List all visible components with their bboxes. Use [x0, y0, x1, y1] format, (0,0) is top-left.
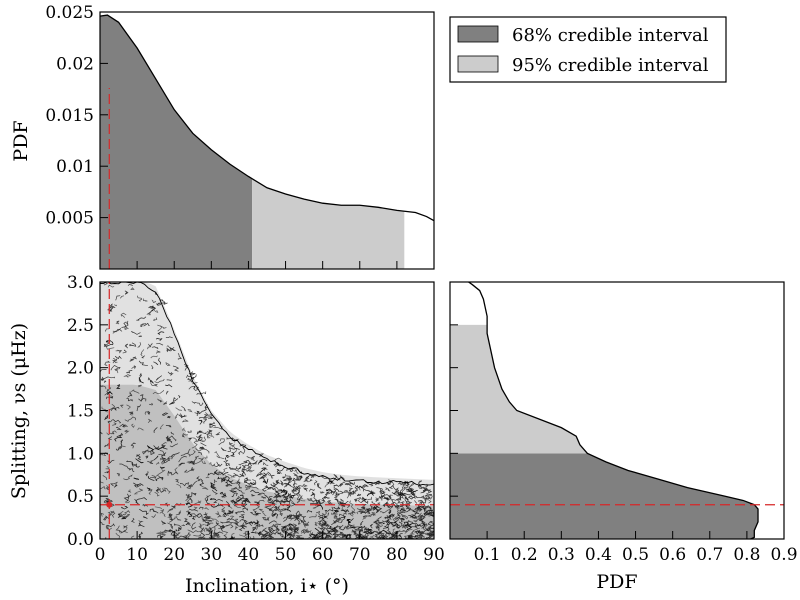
- splitting-pdf-curve: [468, 281, 759, 540]
- right-x-tick-label: 0.6: [659, 545, 686, 565]
- right-x-tick-label: 0.1: [474, 545, 501, 565]
- legend: 68% credible interval 95% credible inter…: [449, 16, 727, 83]
- top-y-tick-label: 0.005: [45, 209, 94, 229]
- main-x-tick-label: 90: [423, 545, 445, 565]
- right-x-tick-label: 0.8: [733, 545, 760, 565]
- main-y-tick-label: 1.0: [67, 444, 94, 464]
- joint-density-haze: [100, 282, 434, 539]
- right-x-tick-label: 0.5: [622, 545, 649, 565]
- legend-swatch-68: [457, 25, 499, 43]
- joint-outer-contour: [100, 282, 434, 486]
- right-x-tick-label: 0.9: [770, 545, 797, 565]
- main-x-tick-label: 40: [238, 545, 260, 565]
- panel-splitting-pdf: 0.1 0.2 0.3 0.4 0.5 0.6 0.7 0.8 0.9 PDF: [449, 281, 798, 593]
- y-axis-label-splitting: Splitting, νs (μHz): [8, 323, 30, 499]
- main-x-tick-label: 60: [312, 545, 334, 565]
- legend-label-68: 68% credible interval: [512, 25, 709, 46]
- main-x-tick-label: 0: [95, 545, 106, 565]
- main-x-tick-label: 70: [349, 545, 371, 565]
- legend-label-95: 95% credible interval: [512, 55, 709, 76]
- main-y-tick-label: 1.5: [67, 402, 94, 422]
- top-y-tick-label: 0.025: [45, 3, 94, 23]
- main-y-tick-label: 2.0: [67, 359, 94, 379]
- top-y-tick-label: 0.01: [56, 157, 94, 177]
- main-x-tick-label: 80: [386, 545, 408, 565]
- inclination-pdf-curve: [99, 14, 435, 222]
- top-y-tick-label: 0.02: [56, 54, 94, 74]
- panel-joint-distribution: 0.0 0.5 1.0 1.5 2.0 2.5 3.0 0 10 20 30 40 50 60 70 80 9…: [8, 273, 445, 597]
- panel-frame: [99, 11, 435, 270]
- main-x-tick-label: 20: [163, 545, 185, 565]
- main-y-tick-label: 2.5: [67, 316, 94, 336]
- joint-density-core: [100, 384, 434, 539]
- main-x-tick-label: 10: [126, 545, 148, 565]
- main-y-tick-label: 0.0: [67, 530, 94, 550]
- panel-frame: [99, 281, 435, 540]
- top-y-tick-label: 0.015: [45, 106, 94, 126]
- main-x-tick-label: 50: [275, 545, 297, 565]
- legend-swatch-95: [457, 55, 499, 73]
- right-x-tick-label: 0.3: [548, 545, 575, 565]
- right-x-tick-label: 0.4: [585, 545, 612, 565]
- right-x-tick-label: 0.2: [511, 545, 538, 565]
- panel-frame: [449, 281, 785, 540]
- inclination-95-interval-fill: [252, 178, 405, 269]
- inclination-68-interval-fill: [100, 15, 253, 269]
- main-y-tick-label: 3.0: [67, 273, 94, 293]
- splitting-95-interval-fill: [450, 324, 588, 454]
- joint-density-contours: [100, 282, 434, 539]
- joint-true-value-point: [106, 501, 113, 508]
- panel-inclination-pdf: 0.005 0.01 0.015 0.02 0.025 PDF: [10, 3, 435, 270]
- top-y-axis-label: PDF: [10, 120, 32, 161]
- right-x-axis-label: PDF: [596, 571, 637, 593]
- right-x-tick-label: 0.7: [696, 545, 723, 565]
- main-y-tick-label: 0.5: [67, 487, 94, 507]
- main-x-tick-label: 30: [201, 545, 223, 565]
- splitting-68-interval-fill: [450, 453, 759, 539]
- x-axis-label-inclination: Inclination, i⋆ (°): [185, 575, 349, 597]
